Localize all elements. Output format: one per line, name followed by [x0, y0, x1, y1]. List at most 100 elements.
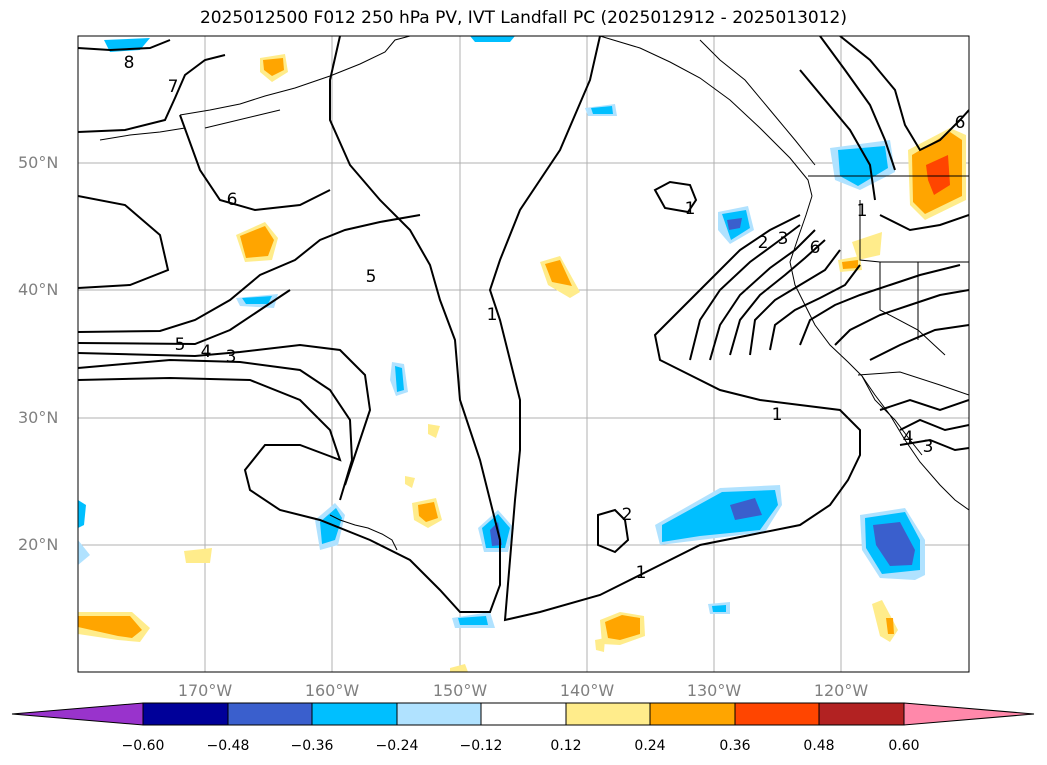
pv-negative-region: [712, 605, 726, 612]
contour-label: 4: [201, 342, 212, 362]
pv-positive-region: [184, 548, 212, 563]
contour-label: 6: [955, 113, 966, 133]
contour-7: [799, 264, 961, 346]
colorbar-max-extension: [903, 702, 1035, 726]
contour-2: [689, 224, 801, 361]
contour-label: 1: [772, 405, 783, 425]
pv-negative-region: [591, 106, 613, 114]
lat-label: 40°N: [18, 280, 59, 299]
contour-label: 3: [778, 229, 789, 249]
contour-9: [869, 324, 969, 361]
contour-6: [879, 214, 969, 232]
aleutian-islands: [99, 127, 186, 141]
colorbar-tick-label: −0.36: [290, 738, 334, 754]
contour-3: [899, 438, 969, 452]
pv-negative-region: [78, 500, 86, 528]
colorbar-bin: [480, 702, 567, 726]
pv-positive-region: [240, 226, 274, 258]
colorbar-tick-label: 0.24: [634, 738, 666, 754]
contour-3: [709, 229, 816, 361]
contour-label: 4: [903, 428, 914, 448]
contour-8: [834, 289, 969, 346]
contour-7: [78, 54, 226, 133]
colorbar-tick-label: −0.60: [121, 738, 165, 754]
contour-3: [78, 343, 372, 486]
us-state-border: [859, 200, 969, 263]
colorbar-bin: [734, 702, 820, 726]
contour-4: [899, 418, 969, 432]
contour-5: [78, 214, 421, 333]
pv-negative-region: [730, 498, 762, 520]
map-title: 2025012500 F012 250 hPa PV, IVT Landfall…: [199, 8, 847, 28]
contour-label: 8: [124, 53, 135, 73]
contour-2: [597, 508, 630, 554]
pv-positive-region: [605, 615, 640, 640]
colorbar-tick-label: −0.12: [459, 738, 503, 754]
lat-label: 20°N: [18, 535, 59, 554]
contour-8: [819, 36, 896, 171]
pv-negative-region: [727, 218, 742, 230]
colorbar-tick-label: 0.60: [888, 738, 920, 754]
colorbar-bin: [565, 702, 651, 726]
alaska-coast: [179, 36, 411, 116]
pv-negative-region: [320, 508, 342, 544]
colorbar-bin: [649, 702, 736, 726]
pv-negative-region: [395, 366, 404, 392]
colorbar-tick-label: 0.12: [550, 738, 582, 754]
colorbar-tick-label: 0.48: [803, 738, 835, 754]
contour-5: [879, 398, 969, 412]
lon-label: 150°W: [432, 681, 488, 700]
contour-6: [78, 195, 170, 289]
contour-label: 6: [810, 238, 821, 258]
contour-1: [653, 180, 698, 214]
pv-positive-region: [886, 618, 894, 634]
pv-positive-region: [405, 476, 415, 488]
contour-label: 5: [175, 335, 186, 355]
contour-1: [488, 36, 861, 622]
colorbar-tick-label: −0.48: [206, 738, 250, 754]
pv-negative-region: [242, 296, 272, 304]
contour-label: 2: [758, 233, 769, 253]
contour-label: 1: [636, 563, 647, 583]
gulf-of-alaska-coast: [599, 36, 813, 197]
lon-label: 130°W: [686, 681, 742, 700]
mexico-border: [857, 371, 969, 396]
canada-coast: [699, 39, 816, 166]
pv-positive-region: [595, 638, 605, 652]
pv-positive-region: [428, 424, 440, 438]
pv-negative-region: [873, 522, 915, 566]
lat-label: 30°N: [18, 408, 59, 427]
contour-6: [179, 114, 331, 212]
hawaii-islands: [329, 514, 398, 551]
contour-labels: 8 7 6 5 5 4 3 1 1 2 3 6 1 1 2 1 4 3 6: [124, 53, 966, 583]
contour-label: 3: [226, 347, 237, 367]
us-state-border: [879, 262, 946, 356]
contour-8: [78, 39, 171, 52]
contour-9: [839, 36, 969, 152]
lon-label: 140°W: [559, 681, 615, 700]
lon-label: 160°W: [304, 681, 360, 700]
contour-4: [729, 239, 826, 356]
pv-negative-region: [458, 616, 488, 625]
pv-shading: [78, 36, 966, 672]
aleutian-islands: [204, 109, 281, 129]
contour-label: 6: [227, 190, 238, 210]
colorbar-bin: [396, 702, 482, 726]
coastlines: [99, 36, 969, 551]
lon-label: 120°W: [813, 681, 869, 700]
contour-label: 1: [685, 199, 696, 219]
colorbar-tick-label: 0.36: [719, 738, 751, 754]
pv-positive-region: [263, 58, 284, 76]
ivt-contours: [78, 36, 969, 622]
gridlines: [78, 36, 969, 672]
contour-5: [749, 249, 841, 356]
contour-4: [78, 289, 291, 346]
contour-1: [78, 36, 501, 613]
colorbar-bin: [142, 702, 229, 726]
contour-2: [78, 358, 354, 501]
colorbar-bin: [818, 702, 905, 726]
colorbar-min-extension: [11, 702, 144, 726]
contour-6: [769, 264, 861, 351]
contour-7: [799, 69, 876, 201]
